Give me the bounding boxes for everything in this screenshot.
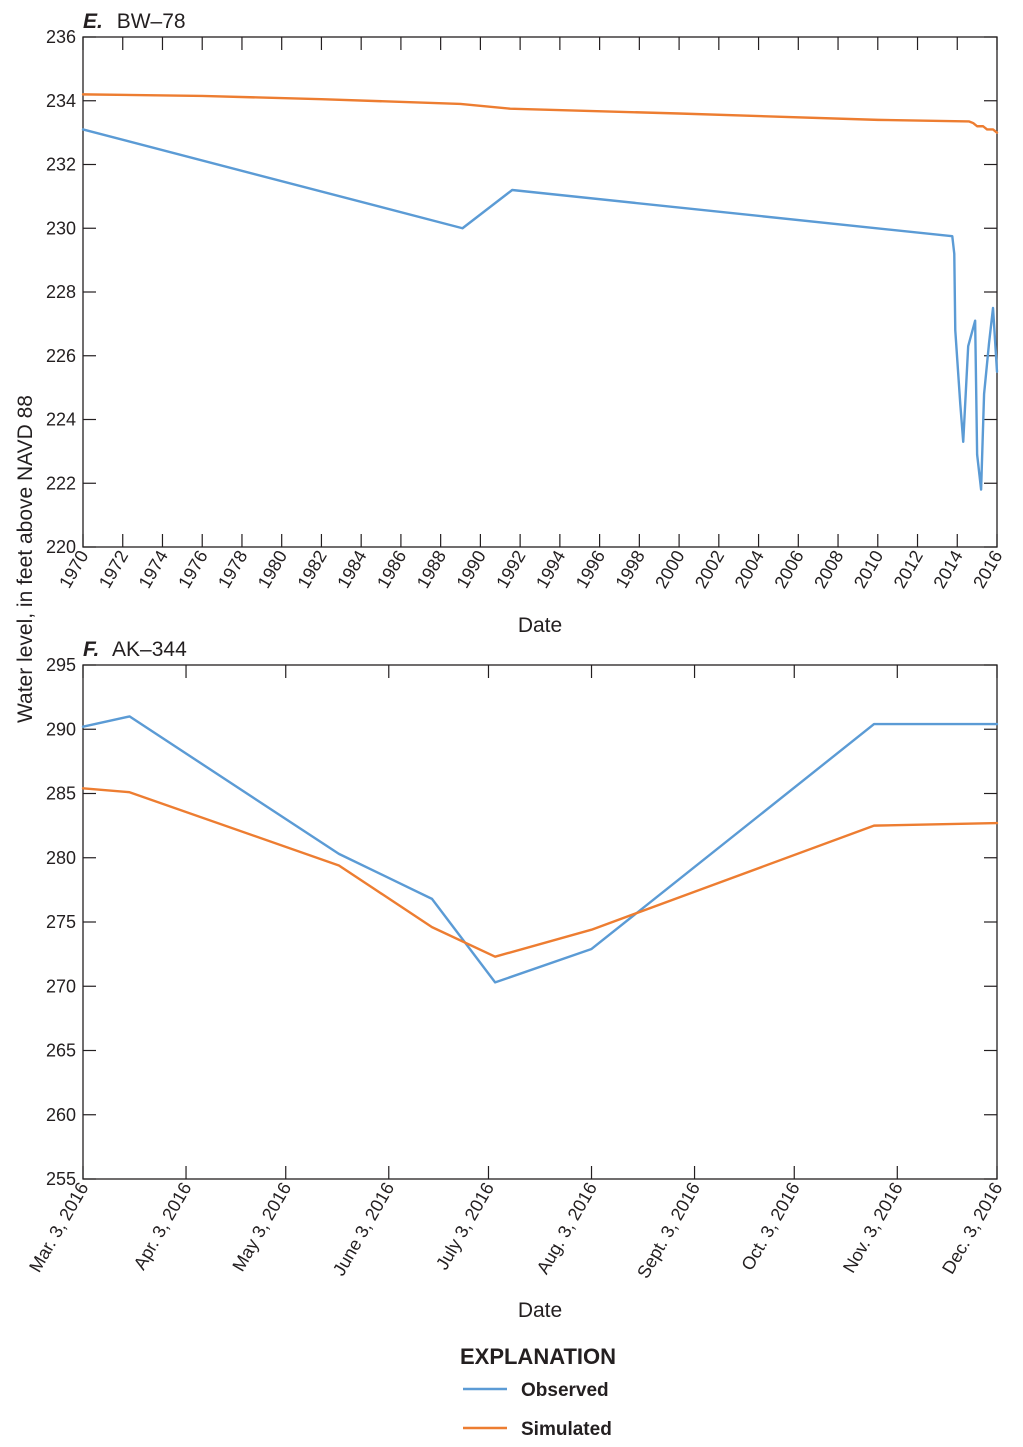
legend-item-simulated: Simulated	[463, 1419, 612, 1440]
panel-f-x-ticks: Mar. 3, 2016 Apr. 3, 2016 May 3, 2016 June …	[25, 665, 1006, 1282]
panel-f-letter: F.	[83, 638, 99, 661]
panel-f-y-ticks: 255 260 265 270 275 280 285 290 295	[46, 655, 997, 1189]
panel-f-x-tick-label: Oct. 3, 2016	[737, 1179, 803, 1274]
panel-f-x-axis-title: Date	[518, 1299, 562, 1322]
panel-e-x-tick-label: 2010	[850, 547, 887, 592]
panel-f-y-tick-label: 260	[46, 1105, 76, 1125]
panel-e-x-tick-label: 2012	[890, 547, 927, 592]
panel-f-x-tick-label: Mar. 3, 2016	[25, 1179, 92, 1276]
panel-e-x-tick-label: 2016	[969, 547, 1006, 592]
panel-f-y-tick-label: 265	[46, 1041, 76, 1061]
panel-e-series-observed-line	[81, 128, 999, 491]
y-axis-title: Water level, in feet above NAVD 88	[14, 395, 37, 723]
panel-e-series	[81, 93, 999, 491]
panel-e-x-tick-label: 1990	[453, 547, 490, 592]
panel-f-series-observed-line	[81, 715, 999, 984]
panel-e-y-tick-label: 234	[46, 91, 76, 111]
panel-e-y-tick-label: 222	[46, 473, 76, 493]
panel-e-x-tick-label: 1980	[254, 547, 291, 592]
panel-f-x-tick-label: Aug. 3, 2016	[533, 1179, 601, 1277]
panel-e-x-tick-label: 1986	[373, 547, 410, 592]
panel-e-x-tick-label: 2004	[731, 547, 768, 592]
panel-e-x-tick-label: 2006	[770, 547, 807, 592]
panel-f-series	[81, 715, 999, 984]
panel-f-well-name: AK–344	[112, 638, 187, 661]
panel-f-plot-frame	[82, 664, 998, 1180]
panel-f-x-tick-label: Dec. 3, 2016	[938, 1179, 1006, 1277]
panel-e-x-tick-label: 1984	[333, 547, 370, 592]
panel-f-y-tick-label: 270	[46, 976, 76, 996]
panel-f-y-tick-label: 280	[46, 848, 76, 868]
chart-panel-e: E. BW–78 220 222 224 226 228 230 232 234 236 197…	[46, 10, 1007, 637]
panel-e-y-tick-label: 236	[46, 27, 76, 47]
panel-f-x-tick-label: Nov. 3, 2016	[839, 1179, 907, 1276]
panel-e-x-tick-label: 2002	[691, 547, 728, 592]
panel-f-x-tick-label: July 3, 2016	[432, 1179, 498, 1273]
panel-f-series-simulated-line	[81, 787, 999, 958]
panel-e-x-tick-label: 1988	[413, 547, 450, 592]
panel-e-x-tick-label: 1996	[572, 547, 609, 592]
panel-e-y-tick-label: 232	[46, 155, 76, 175]
panel-e-title: E. BW–78	[83, 10, 186, 33]
panel-e-x-tick-label: 2014	[929, 547, 966, 592]
panel-e-x-tick-label: 1972	[95, 547, 132, 592]
panel-e-plot-frame	[82, 36, 998, 548]
panel-f-y-tick-label: 275	[46, 912, 76, 932]
panel-e-y-tick-label: 220	[46, 537, 76, 557]
legend-label-simulated: Simulated	[521, 1419, 612, 1440]
panel-f-y-tick-label: 295	[46, 655, 76, 675]
panel-f-y-tick-label: 290	[46, 719, 76, 739]
panel-e-x-axis-title: Date	[518, 614, 562, 637]
panel-e-x-tick-label: 2000	[651, 547, 688, 592]
panel-e-x-tick-label: 1976	[174, 547, 211, 592]
panel-e-x-tick-label: 1978	[214, 547, 251, 592]
panel-f-x-tick-label: June 3, 2016	[329, 1179, 398, 1279]
panel-e-y-tick-label: 224	[46, 410, 76, 430]
panel-e-y-tick-label: 230	[46, 218, 76, 238]
legend: EXPLANATION Observed Simulated	[460, 1344, 616, 1440]
panel-f-x-tick-label: Apr. 3, 2016	[130, 1179, 196, 1273]
panel-e-series-simulated-line	[81, 93, 999, 134]
panel-e-x-tick-label: 1998	[611, 547, 648, 592]
panel-e-x-tick-label: 1994	[532, 547, 569, 592]
legend-title: EXPLANATION	[460, 1344, 616, 1369]
legend-label-observed: Observed	[521, 1380, 609, 1401]
panel-f-y-tick-label: 285	[46, 784, 76, 804]
panel-e-letter: E.	[83, 10, 103, 33]
panel-e-x-tick-label: 1982	[294, 547, 331, 592]
chart-panel-f: F. AK–344 255 260 265 270 275 280 285 290 295 Ma…	[25, 638, 1006, 1322]
panel-e-y-ticks: 220 222 224 226 228 230 232 234 236	[46, 27, 997, 557]
panel-e-y-tick-label: 228	[46, 282, 76, 302]
panel-e-x-tick-label: 1974	[135, 547, 172, 592]
panel-e-y-tick-label: 226	[46, 346, 76, 366]
panel-e-x-tick-label: 2008	[810, 547, 847, 592]
panel-f-title: F. AK–344	[83, 638, 187, 661]
legend-item-observed: Observed	[463, 1380, 609, 1401]
panel-e-x-tick-label: 1992	[492, 547, 529, 592]
panel-f-x-tick-label: Sept. 3, 2016	[633, 1179, 704, 1282]
panel-f-y-tick-label: 255	[46, 1169, 76, 1189]
panel-e-well-name: BW–78	[117, 10, 186, 33]
panel-f-x-tick-label: May 3, 2016	[228, 1179, 295, 1275]
